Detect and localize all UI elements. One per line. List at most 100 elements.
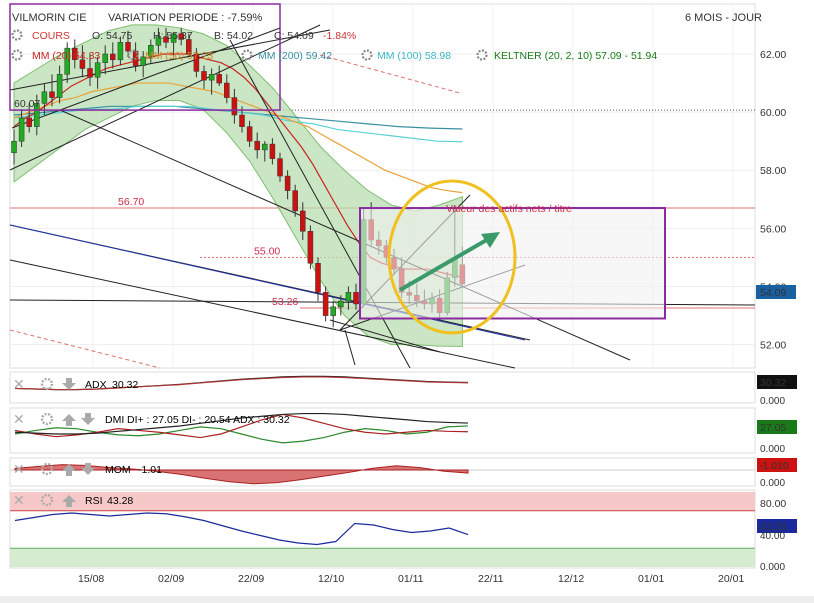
candle-body bbox=[94, 62, 101, 78]
dmi-panel bbox=[9, 407, 756, 454]
dmi-badge: 27.05 0.000 bbox=[757, 420, 797, 455]
mom-value: -1.01 bbox=[138, 464, 162, 476]
dmi-controls: ✕ DMI DI+ : 27.05 DI- : 20.54 ADX : 30.3… bbox=[13, 411, 290, 427]
gear-icon bbox=[361, 49, 373, 61]
keltner-band bbox=[13, 24, 463, 347]
move-down-icon[interactable] bbox=[62, 378, 76, 390]
candle-body bbox=[254, 140, 260, 151]
price-tick: 62.00 bbox=[760, 49, 786, 61]
period-selector[interactable]: 6 MOIS - JOUR bbox=[685, 12, 762, 24]
candle-body bbox=[315, 263, 321, 293]
candle-body bbox=[307, 231, 314, 264]
close-icon[interactable]: ✕ bbox=[13, 411, 25, 427]
rsi-oversold-zone bbox=[10, 548, 755, 567]
candle-body bbox=[208, 74, 215, 81]
candle-body bbox=[163, 36, 169, 43]
legend-high: H: 55.37 bbox=[153, 30, 193, 42]
horizontal-scrollbar[interactable] bbox=[0, 596, 814, 603]
variation-period: VARIATION PERIODE : -7.59% bbox=[108, 12, 262, 24]
gear-icon bbox=[11, 29, 23, 41]
time-tick: 12/12 bbox=[558, 573, 584, 585]
legend-change: -1.84% bbox=[323, 30, 356, 42]
panel-frame bbox=[9, 457, 756, 487]
move-up-icon[interactable] bbox=[62, 495, 76, 507]
adx-value: 30.32 bbox=[112, 379, 138, 391]
gear-icon bbox=[476, 49, 488, 61]
close-icon[interactable]: ✕ bbox=[13, 461, 25, 477]
dmi-badge-text: 27.05 bbox=[760, 422, 786, 434]
legend-mm50-settings[interactable] bbox=[127, 49, 139, 61]
trend-arrow-head bbox=[481, 232, 500, 248]
candle-body bbox=[277, 158, 283, 177]
mom-label: MOM bbox=[105, 464, 131, 476]
candle-body bbox=[186, 39, 192, 55]
move-down-icon[interactable] bbox=[81, 413, 95, 425]
legend-mm20-settings[interactable] bbox=[11, 49, 23, 61]
time-tick: 22/09 bbox=[238, 573, 264, 585]
gear-icon[interactable] bbox=[40, 462, 54, 476]
close-icon[interactable]: ✕ bbox=[13, 376, 25, 392]
price-tick: 52.00 bbox=[760, 340, 786, 352]
panel-frame bbox=[9, 489, 756, 569]
level-5670-label: 56.70 bbox=[118, 196, 144, 208]
candle-body bbox=[49, 91, 55, 98]
legend-mm200: MM (200) 59.42 bbox=[258, 50, 332, 62]
candle-body bbox=[353, 292, 359, 305]
candle-body bbox=[216, 74, 222, 84]
candle-body bbox=[224, 82, 230, 98]
legend-mm200-settings[interactable] bbox=[241, 49, 253, 61]
move-down-icon[interactable] bbox=[81, 463, 95, 475]
close-icon[interactable]: ✕ bbox=[13, 492, 25, 508]
legend-close: C: 54.09 bbox=[274, 30, 314, 42]
gear-icon[interactable] bbox=[40, 377, 54, 391]
legend-cours: COURS bbox=[32, 30, 70, 42]
candle-body bbox=[26, 117, 32, 127]
legend-cours-settings[interactable] bbox=[11, 29, 23, 41]
time-tick: 22/11 bbox=[478, 573, 504, 585]
rsi-badge-text: 43.28 bbox=[760, 521, 786, 533]
candle-body bbox=[125, 42, 131, 52]
trendline bbox=[329, 319, 441, 353]
candle-body bbox=[284, 175, 291, 191]
adx-label: ADX bbox=[85, 379, 107, 391]
candle-body bbox=[110, 53, 116, 61]
mom-badge-text: -1.010 bbox=[759, 460, 789, 472]
mom-controls: ✕ MOM -1.01 bbox=[13, 461, 162, 477]
move-up-icon[interactable] bbox=[62, 414, 76, 426]
candle-body bbox=[338, 300, 344, 308]
candle-body bbox=[292, 190, 298, 212]
move-up-icon[interactable] bbox=[62, 464, 76, 476]
legend-keltner-settings[interactable] bbox=[476, 49, 488, 61]
dmi-adx-line bbox=[14, 412, 469, 435]
rsi-tick-80: 80.00 bbox=[760, 498, 786, 510]
candle-body bbox=[87, 68, 93, 78]
level-5326-label: 53.26 bbox=[272, 296, 298, 308]
rsi-overbought-zone bbox=[10, 492, 755, 511]
trendline-dashed bbox=[9, 329, 161, 369]
gear-icon[interactable] bbox=[40, 412, 54, 426]
candle-body bbox=[79, 59, 86, 69]
time-tick: 12/10 bbox=[318, 573, 344, 585]
price-panel-frame bbox=[9, 3, 756, 369]
gear-icon[interactable] bbox=[40, 493, 54, 507]
panel-frame bbox=[9, 407, 756, 454]
candle-body bbox=[11, 140, 17, 154]
mom-panel bbox=[9, 457, 756, 487]
nav-per-share-annotation: Valeur des actifs nets / titre bbox=[446, 203, 572, 215]
dmi-plus-line bbox=[14, 425, 469, 444]
legend-low: B: 54.02 bbox=[214, 30, 253, 42]
legend-mm100-settings[interactable] bbox=[361, 49, 373, 61]
candle-body bbox=[72, 47, 78, 61]
candle-body bbox=[193, 53, 200, 72]
time-axis: 15/08 02/09 22/09 12/10 01/11 22/11 12/12 01/01… bbox=[78, 573, 744, 585]
rsi-label: RSI bbox=[85, 495, 103, 507]
level-6007-label: 60.07 bbox=[14, 98, 40, 110]
trendline bbox=[9, 259, 516, 369]
gear-icon bbox=[127, 49, 139, 61]
candle-body bbox=[239, 114, 245, 127]
dmi-label: DMI bbox=[105, 414, 124, 426]
legend-keltner: KELTNER (20, 2, 10) 57.09 - 51.94 bbox=[494, 50, 657, 62]
adx-line bbox=[14, 375, 469, 391]
candle-body bbox=[178, 33, 184, 40]
